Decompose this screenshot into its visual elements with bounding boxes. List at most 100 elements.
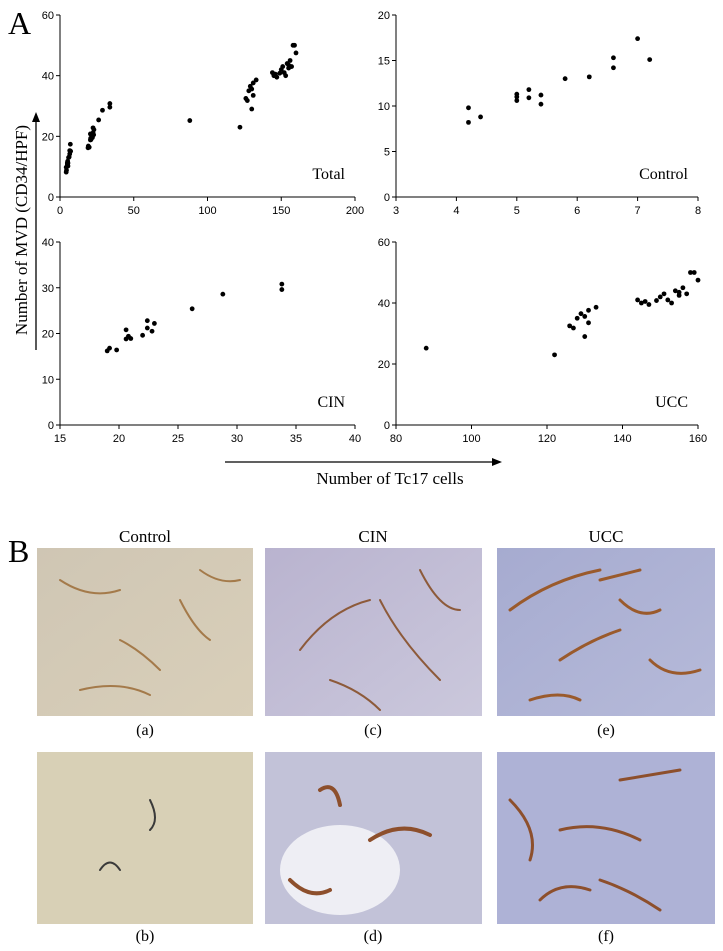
point [123,327,129,333]
point [642,299,648,304]
micrograph [497,548,715,716]
point [635,36,640,42]
point [466,105,471,111]
point [292,42,297,48]
lumen [280,825,400,915]
x-tick-label: 80 [390,433,402,445]
point [567,323,573,329]
point [571,325,576,331]
x-tick-label: 20 [113,433,125,445]
point [593,304,599,310]
point [279,287,285,292]
x-tick-label: 30 [231,433,243,445]
x-tick-label: 8 [695,205,701,217]
point [287,58,293,63]
point [144,318,150,324]
vessel [508,568,702,702]
point [280,64,286,69]
y-tick-label: 0 [48,420,54,432]
point [526,95,532,101]
point [669,300,674,306]
point [586,307,591,313]
x-tick-label: 160 [689,433,707,445]
axis-arrow [32,112,40,122]
point [526,87,532,93]
image-caption: (f) [598,928,614,945]
point [189,306,195,312]
x-tick-label: 7 [635,205,641,217]
point [86,144,92,150]
image-caption: (e) [597,722,615,739]
y-tick-label: 10 [378,101,390,113]
point [661,291,667,297]
point [250,80,256,86]
point [152,321,157,326]
panel-label: B [8,533,29,569]
point [586,74,592,80]
point [691,270,697,275]
point [67,141,73,147]
point [277,70,283,76]
point [514,94,520,100]
y-tick-label: 15 [378,56,390,68]
point [65,163,71,169]
point [672,288,678,294]
plot-annotation: UCC [655,394,688,411]
point [279,281,285,287]
plot-annotation: Control [639,166,688,183]
micrograph [265,548,482,716]
point [114,347,120,353]
image-caption: (b) [136,928,155,945]
y-axis-label: Number of MVD (CD34/HPF) [12,125,31,335]
x-tick-label: 120 [538,433,556,445]
x-tick-label: 6 [574,205,580,217]
image-heading: UCC [589,527,624,546]
y-tick-label: 10 [42,374,54,386]
panel-label: A [8,5,31,41]
x-tick-label: 200 [346,205,364,217]
point [635,297,640,303]
point [582,314,588,319]
y-tick-label: 60 [42,10,54,22]
point [538,92,544,98]
point [562,76,568,82]
plot-annotation: CIN [317,394,345,411]
point [582,334,588,339]
point [149,328,155,334]
micrograph [37,548,253,716]
point [64,167,69,173]
micrographs [37,548,715,924]
y-tick-label: 20 [42,131,54,143]
point [611,55,616,61]
image-caption: (c) [364,722,382,739]
point [676,289,682,295]
point [220,291,226,297]
point [638,300,644,306]
point [128,336,134,341]
vessel [299,569,461,711]
point [283,73,289,79]
point [574,315,580,321]
point [695,277,701,283]
x-tick-label: 150 [272,205,290,217]
x-tick-label: 15 [54,433,66,445]
x-tick-label: 100 [462,433,480,445]
point [478,114,483,120]
image-heading: Control [119,527,171,546]
point [665,297,671,303]
point [100,107,105,113]
point [250,92,256,98]
image-caption: (a) [136,722,154,739]
point [538,101,544,107]
point [249,86,255,92]
y-tick-label: 60 [378,237,390,249]
point [578,311,584,317]
point [187,118,193,123]
x-tick-label: 5 [514,205,520,217]
point [688,270,693,275]
y-tick-label: 40 [42,71,54,83]
point [552,352,557,358]
y-tick-label: 40 [42,237,54,249]
